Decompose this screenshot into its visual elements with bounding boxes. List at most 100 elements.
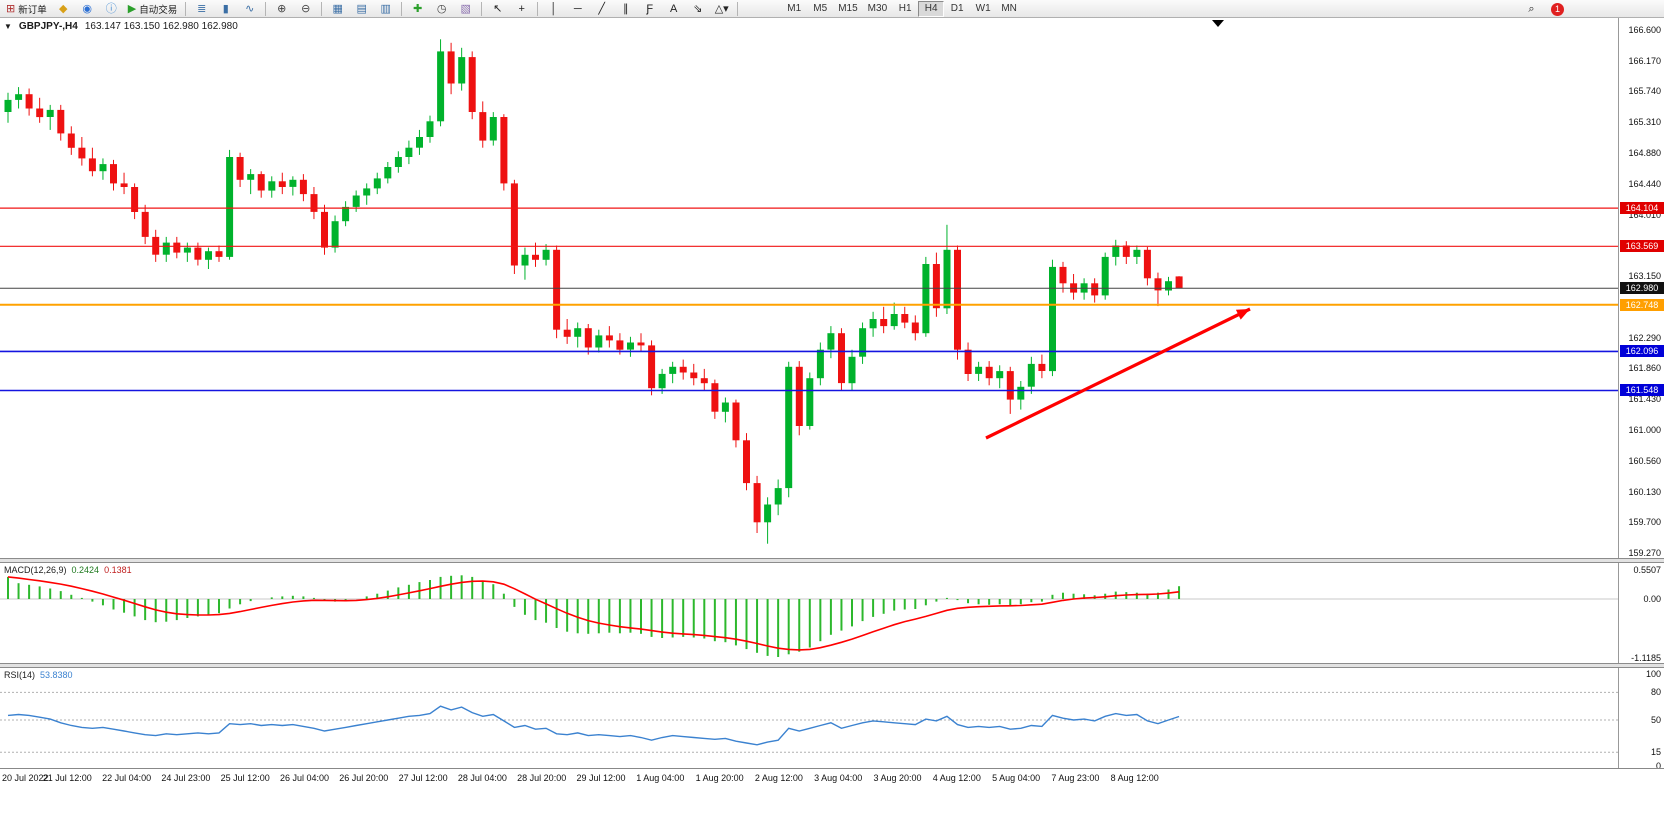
- crosshair-icon: +: [518, 2, 525, 15]
- timeframe-m5-button[interactable]: M5: [807, 1, 833, 17]
- crosshair-button[interactable]: +: [510, 1, 533, 17]
- text-button[interactable]: A: [662, 1, 685, 17]
- candlestick-chart[interactable]: [0, 18, 1618, 558]
- arrange-windows-icon: ▤: [356, 2, 367, 15]
- price-axis-label: 161.000: [1628, 424, 1661, 435]
- rsi-value: 53.8380: [40, 670, 73, 680]
- rsi-axis[interactable]: 100 80 50 15 0: [1618, 668, 1664, 771]
- chart-line-button[interactable]: ∿: [238, 1, 261, 17]
- autotrade-icon: ▶: [127, 2, 137, 15]
- trend-arrow[interactable]: [985, 307, 1251, 440]
- rsi-splitter[interactable]: [0, 663, 1664, 668]
- rsi-name: RSI(14): [4, 670, 36, 680]
- macd-chart: [0, 575, 1618, 657]
- new-order-icon: ⊞: [6, 2, 16, 15]
- macd-pane[interactable]: MACD(12,26,9) 0.2424 0.1381 0.5507 0.00 -1…: [0, 563, 1664, 663]
- tile-windows-icon: ▦: [332, 2, 343, 15]
- time-axis-label: 1 Aug 20:00: [695, 773, 744, 783]
- periods-button[interactable]: ◷: [430, 1, 453, 17]
- macd-signal-line: [7, 576, 1180, 651]
- shapes-icon: △▾: [714, 2, 729, 15]
- timeframe-m30-button[interactable]: M30: [863, 1, 892, 17]
- zoom-in-button[interactable]: ⊕: [270, 1, 293, 17]
- timeframe-w1-button[interactable]: W1: [970, 1, 996, 17]
- tile-windows-button[interactable]: ▦: [326, 1, 349, 17]
- search-icon: ⌕: [1528, 3, 1535, 15]
- arrows-tool-icon: ⇘: [693, 2, 703, 15]
- time-axis-label: 4 Aug 12:00: [932, 773, 981, 783]
- horizontal-line-button[interactable]: ─: [566, 1, 589, 17]
- shapes-button[interactable]: △▾: [710, 1, 733, 17]
- chart-shift-marker[interactable]: [1212, 20, 1224, 27]
- time-axis-label: 29 Jul 12:00: [576, 773, 626, 783]
- toolbar-right: ⌕ 1: [1520, 1, 1564, 17]
- toolbar-separator: [265, 1, 267, 16]
- price-axis-label: 161.430: [1628, 393, 1661, 404]
- rsi-label: RSI(14) 53.8380: [4, 670, 73, 680]
- timeframe-m15-button[interactable]: M15: [833, 1, 862, 17]
- price-axis-label: 159.700: [1628, 517, 1661, 528]
- macd-axis-label: -1.1185: [1631, 652, 1661, 663]
- timeframe-mn-button[interactable]: MN: [996, 1, 1022, 17]
- notification-badge[interactable]: 1: [1551, 2, 1564, 16]
- deposit-icon: ◆: [59, 2, 68, 15]
- search-button[interactable]: ⌕: [1520, 1, 1543, 17]
- channel-button[interactable]: ∥: [614, 1, 637, 17]
- timeframe-d1-button[interactable]: D1: [944, 1, 970, 17]
- arrange-windows-button[interactable]: ▤: [350, 1, 373, 17]
- toolbar-timeframes: M1 M5 M15 M30 H1 H4 D1 W1 MN: [781, 0, 1022, 17]
- horizontal-line-icon: ─: [573, 2, 582, 15]
- rsi-axis-label: 100: [1645, 669, 1661, 679]
- toolbar-separator: [401, 1, 403, 16]
- time-axis-label: 24 Jul 23:00: [161, 773, 211, 783]
- price-axis-label: 166.170: [1628, 55, 1661, 66]
- chart-bars-button[interactable]: ≣: [190, 1, 213, 17]
- time-axis-label: 1 Aug 04:00: [636, 773, 685, 783]
- zoom-out-button[interactable]: ⊖: [294, 1, 317, 17]
- profile-button[interactable]: ◉: [76, 1, 99, 17]
- time-axis-label: 5 Aug 04:00: [992, 773, 1041, 783]
- new-order-button[interactable]: ⊞ 新订单: [2, 1, 51, 17]
- price-axis-label: 164.880: [1628, 147, 1661, 158]
- templates-button[interactable]: ▧: [454, 1, 477, 17]
- deposit-button[interactable]: ◆: [52, 1, 75, 17]
- autotrade-button[interactable]: ▶ 自动交易: [124, 1, 181, 17]
- price-axis-label: 159.270: [1628, 548, 1661, 558]
- time-axis-label: 28 Jul 04:00: [457, 773, 507, 783]
- info-button[interactable]: ⓘ: [100, 1, 123, 17]
- price-axis-label: 163.150: [1628, 271, 1661, 282]
- main-toolbar: ⊞ 新订单 ◆ ◉ ⓘ ▶ 自动交易 ≣ ▮ ∿ ⊕ ⊖ ▦ ▤ ▥ ✚ ◷ ▧ ↖ + │ ─ ╱ ∥ Ƒ A ⇘ △▾ M1 M5 M…: [0, 0, 1664, 18]
- price-axis-label: 164.440: [1628, 179, 1661, 190]
- chart-candles-icon: ▮: [222, 2, 229, 15]
- arrows-tool-button[interactable]: ⇘: [686, 1, 709, 17]
- time-axis[interactable]: 20 Jul 2022 21 Jul 12:00 22 Jul 04:00 24 Ju…: [0, 768, 1664, 790]
- bottom-filler: [0, 790, 1664, 839]
- price-axis[interactable]: 166.600 166.170 165.740 165.310 164.880 164.4…: [1618, 18, 1664, 558]
- pivot-line-price-box: 162.748: [1620, 298, 1664, 311]
- main-chart-pane[interactable]: ▼ GBPJPY-,H4 163.147 163.150 162.980 162…: [0, 18, 1664, 558]
- chart-candles-button[interactable]: ▮: [214, 1, 237, 17]
- indicators-button[interactable]: ✚: [406, 1, 429, 17]
- shift-end-icon: ▥: [380, 2, 391, 15]
- price-axis-label: 162.290: [1628, 332, 1661, 343]
- trend-arrow-head: [1235, 309, 1250, 320]
- macd-axis[interactable]: 0.5507 0.00 -1.1185: [1618, 563, 1664, 663]
- timeframe-h4-button[interactable]: H4: [918, 0, 945, 17]
- toolbar-separator: [537, 1, 539, 16]
- timeframe-m1-button[interactable]: M1: [781, 1, 807, 17]
- r si-pane[interactable]: RSI(14) 53.8380 100 80 50 15 0: [0, 668, 1664, 771]
- bid-price-box: 162.980: [1620, 282, 1664, 295]
- trendline-button[interactable]: ╱: [590, 1, 613, 17]
- cursor-button[interactable]: ↖: [486, 1, 509, 17]
- timeframe-h1-button[interactable]: H1: [892, 1, 918, 17]
- zoom-in-icon: ⊕: [277, 2, 287, 15]
- time-axis-label: 3 Aug 04:00: [814, 773, 863, 783]
- time-axis-label: 25 Jul 12:00: [220, 773, 270, 783]
- rsi-chart: [0, 691, 1618, 753]
- chart-collapse-icon[interactable]: ▼: [4, 22, 12, 31]
- vertical-line-button[interactable]: │: [542, 1, 565, 17]
- price-axis-label: 161.860: [1628, 363, 1661, 374]
- macd-splitter[interactable]: [0, 558, 1664, 563]
- fibonacci-button[interactable]: Ƒ: [638, 1, 661, 17]
- shift-end-button[interactable]: ▥: [374, 1, 397, 17]
